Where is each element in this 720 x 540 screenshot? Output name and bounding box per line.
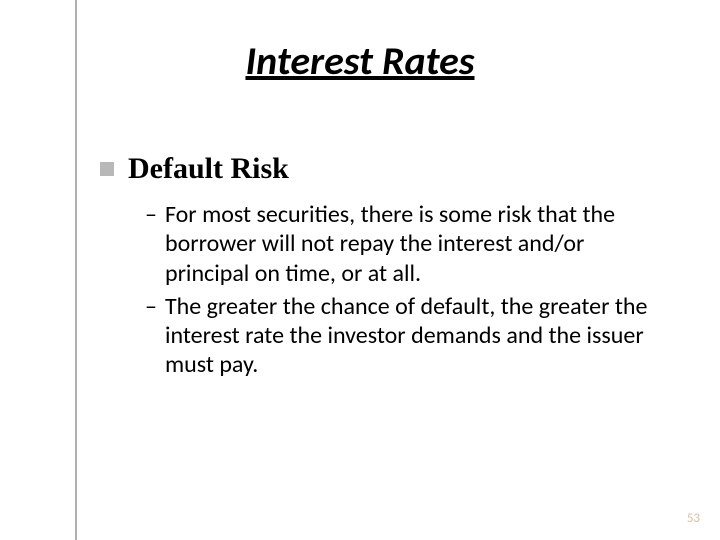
list-item: – The greater the chance of default, the… — [145, 292, 665, 380]
list-item-text: The greater the chance of default, the g… — [165, 292, 665, 380]
list-item: – For most securities, there is some ris… — [145, 200, 665, 288]
section-heading: Default Risk — [128, 152, 289, 186]
dash-bullet: – — [145, 200, 157, 288]
slide: Interest Rates Default Risk – For most s… — [0, 0, 720, 540]
dash-bullet: – — [145, 292, 157, 380]
section-row: Default Risk — [100, 152, 289, 186]
slide-title: Interest Rates — [0, 36, 720, 85]
body-text: – For most securities, there is some ris… — [145, 200, 665, 384]
page-number: 53 — [687, 511, 700, 526]
square-bullet-icon — [100, 162, 114, 176]
list-item-text: For most securities, there is some risk … — [165, 200, 665, 288]
